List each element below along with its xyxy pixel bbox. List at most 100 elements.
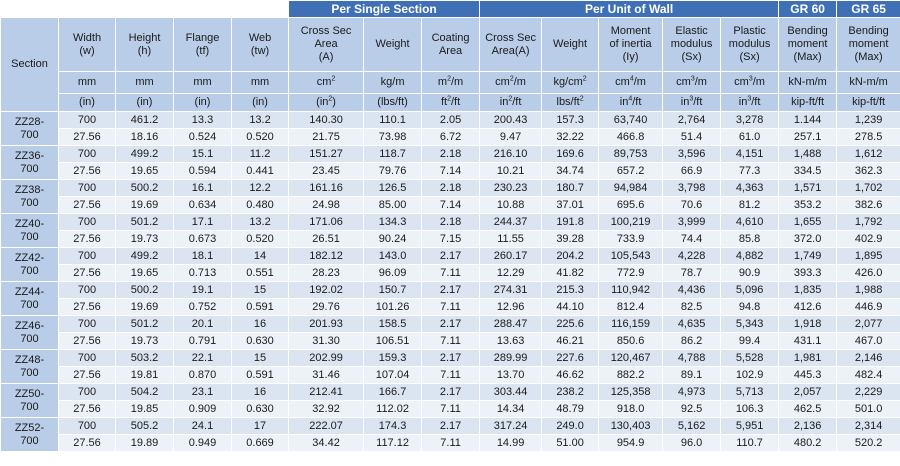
metric-value-weight_w: 215.3 — [541, 281, 600, 299]
imperial-value-iy: 772.9 — [598, 264, 664, 282]
imperial-value-area_w: 12.96 — [479, 298, 543, 316]
table-row-metric: ZZ40- 700 700 501.2 17.1 13.2 171.06 134.3 2.18 2… — [0, 213, 900, 248]
unit-suffix: /m — [450, 76, 464, 88]
imperial-value-weight: 79.76 — [363, 162, 423, 180]
imperial-value-area: 23.45 — [288, 162, 365, 180]
column-header-line: (Sx) — [739, 51, 760, 63]
imperial-value-tw: 0.669 — [230, 434, 290, 452]
column-header-iy: Moment of inertia (Iy) — [598, 17, 664, 72]
unit-imperial-m60: kip-ft/ft — [778, 93, 838, 112]
unit-base: (in) — [252, 96, 268, 108]
unit-base: kg/m — [380, 76, 405, 88]
imperial-value-area: 21.75 — [288, 128, 365, 146]
column-header-line: (A) — [318, 51, 334, 63]
metric-value-sx: 5,162 — [662, 417, 722, 435]
imperial-value-h: 19.69 — [115, 298, 174, 316]
metric-value-weight: 159.3 — [363, 349, 423, 367]
column-header-line: moment — [848, 38, 889, 50]
imperial-value-area_w: 10.21 — [479, 162, 543, 180]
imperial-value-tw: 0.520 — [230, 128, 290, 146]
unit-base: cm — [316, 76, 332, 88]
imperial-value-sx: 82.5 — [662, 298, 722, 316]
metric-value-weight: 110.1 — [363, 111, 423, 129]
metric-value-zx: 4,610 — [720, 213, 780, 231]
column-header-weight: Weight — [363, 17, 423, 72]
imperial-value-m65: 278.5 — [836, 128, 900, 146]
metric-value-w: 700 — [58, 247, 116, 265]
unit-imperial-w: (in) — [58, 93, 116, 112]
imperial-value-iy: 733.9 — [598, 230, 664, 248]
table-row-metric: ZZ42- 700 700 499.2 18.1 14 182.12 143.0 2.17 260… — [0, 247, 900, 282]
metric-value-m60: 1,571 — [778, 179, 838, 197]
imperial-value-iy: 954.9 — [598, 434, 664, 452]
unit-exponent: 3 — [747, 95, 752, 103]
imperial-value-weight_w: 44.10 — [541, 298, 600, 316]
imperial-value-sx: 96.0 — [662, 434, 722, 452]
unit-suffix: /ft — [693, 96, 703, 108]
table-row-metric: ZZ48- 700 700 503.2 22.1 15 202.99 159.3 2.17 289… — [0, 349, 900, 384]
imperial-value-zx: 102.9 — [720, 366, 780, 384]
metric-value-area: 201.93 — [288, 315, 365, 333]
table-row-imperial: 27.56 19.69 0.634 0.480 24.98 85.00 7.14 10.88 3… — [1, 196, 900, 214]
column-header-line: (w) — [79, 44, 95, 57]
section-name-line: ZZ50- — [14, 387, 45, 400]
unit-base: (in) — [194, 96, 211, 108]
metric-value-weight: 118.7 — [363, 145, 423, 163]
metric-value-m65: 1,702 — [836, 179, 900, 197]
imperial-value-coating: 7.14 — [421, 162, 481, 180]
imperial-value-m60: 334.5 — [778, 162, 838, 180]
unit-metric-m65: kN-m/m — [836, 71, 900, 94]
metric-value-area: 222.07 — [288, 417, 365, 435]
metric-value-area: 192.02 — [288, 281, 365, 299]
column-header-line: Bending — [848, 25, 889, 37]
metric-value-weight_w: 227.6 — [541, 349, 600, 367]
metric-value-area_w: 200.43 — [479, 111, 543, 129]
metric-value-tf: 19.1 — [173, 281, 232, 299]
unit-base: kip-ft/ft — [791, 96, 825, 108]
metric-value-tf: 16.1 — [173, 179, 232, 197]
imperial-value-w: 27.56 — [58, 230, 116, 248]
unit-base: cm — [734, 76, 749, 88]
metric-value-tw: 15 — [230, 281, 290, 299]
imperial-value-m60: 353.2 — [778, 196, 838, 214]
unit-metric-weight: kg/m — [363, 71, 423, 94]
imperial-value-area_w: 14.34 — [479, 400, 543, 418]
column-header-line: Area(A) — [491, 44, 530, 57]
metric-value-m65: 2,146 — [836, 349, 900, 367]
group-header-per-single-section: Per Single Section — [288, 0, 481, 18]
unit-suffix: /m — [694, 76, 707, 88]
imperial-value-m60: 412.6 — [778, 298, 838, 316]
column-header-m60: Bending moment (Max) — [778, 17, 838, 72]
imperial-value-tf: 0.949 — [173, 434, 232, 452]
metric-value-tw: 14 — [230, 247, 290, 265]
imperial-value-coating: 7.11 — [421, 264, 481, 282]
imperial-value-h: 19.73 — [115, 230, 174, 248]
metric-value-m65: 2,229 — [836, 383, 900, 401]
metric-value-w: 700 — [58, 213, 116, 231]
group-header-row: Per Single Section Per Unit of Wall GR 6… — [0, 0, 900, 18]
section-name-line: 700 — [20, 162, 39, 175]
metric-value-m60: 1,488 — [778, 145, 838, 163]
table-row-imperial: 27.56 19.85 0.909 0.630 32.92 112.02 7.11 14.34… — [1, 400, 900, 418]
metric-value-sx: 4,635 — [662, 315, 722, 333]
table-row-imperial: 27.56 19.73 0.673 0.520 26.51 90.24 7.15 11.55 3… — [1, 230, 900, 248]
unit-metric-iy: cm4/m — [598, 71, 664, 94]
metric-unit-row: mm mm mm mm cm2 kg/m m2/m cm2/m kg/cm2 cm4/m cm3/m… — [1, 71, 900, 94]
imperial-value-m65: 402.9 — [836, 230, 900, 248]
unit-metric-tw: mm — [230, 71, 290, 94]
unit-base: in — [619, 96, 629, 108]
column-header-line: Height — [128, 31, 161, 44]
imperial-value-h: 19.65 — [115, 264, 174, 282]
unit-metric-area_w: cm2/m — [479, 71, 543, 94]
imperial-value-m60: 257.1 — [778, 128, 838, 146]
unit-base: (in) — [136, 96, 153, 108]
column-header-line: Area — [314, 38, 338, 50]
unit-exponent: 2 — [328, 95, 333, 103]
imperial-value-sx: 78.7 — [662, 264, 722, 282]
metric-value-area: 202.99 — [288, 349, 365, 367]
unit-base: kN-m/m — [788, 76, 827, 88]
metric-value-weight_w: 225.6 — [541, 315, 600, 333]
imperial-value-w: 27.56 — [58, 332, 116, 350]
section-name-line: 700 — [20, 264, 39, 277]
column-header-line: Bending — [787, 25, 828, 37]
